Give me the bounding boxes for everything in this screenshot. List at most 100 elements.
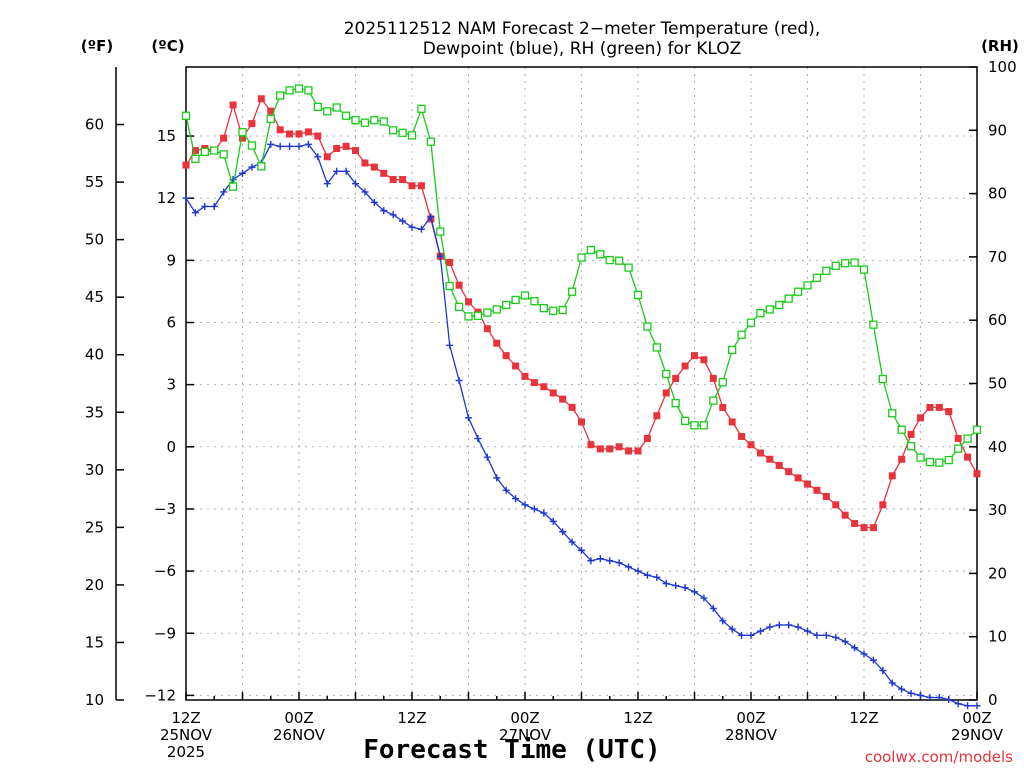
- rh-tick-label: 100: [988, 58, 1017, 76]
- temperature-point: [851, 519, 859, 527]
- dewpoint-point: [804, 627, 811, 635]
- dewpoint-point: [295, 142, 303, 150]
- rh-point: [323, 107, 332, 116]
- dewpoint-point: [352, 180, 359, 188]
- x-tick-label: 12Z: [397, 709, 426, 727]
- temperature-point: [267, 107, 275, 115]
- dewpoint-point: [333, 167, 341, 175]
- dewpoint-point: [446, 341, 454, 349]
- temperature-point: [578, 418, 585, 426]
- dewpoint-point: [399, 217, 407, 225]
- rh-point: [906, 442, 916, 451]
- celsius-tick-label: 3: [166, 376, 176, 394]
- dewpoint-point: [220, 188, 228, 196]
- temperature-point: [634, 447, 642, 455]
- rh-tick-label: 20: [988, 564, 1007, 582]
- tick-labels: 1015202530354045505560−12−9−6−3036912150…: [85, 58, 1017, 761]
- temperature-point: [361, 159, 369, 167]
- temperature-point: [907, 430, 915, 438]
- dewpoint-point: [465, 414, 472, 422]
- dewpoint-point: [653, 573, 661, 581]
- temperature-point: [417, 182, 425, 190]
- rh-point: [841, 259, 850, 268]
- fahrenheit-tick-label: 50: [85, 231, 104, 249]
- temperature-point: [973, 470, 981, 478]
- temperature-point: [653, 412, 661, 420]
- rh-point: [869, 320, 878, 329]
- rh-point: [765, 305, 774, 314]
- x-tick-label: 12Z: [849, 709, 878, 727]
- temperature-point: [502, 352, 510, 360]
- rh-point: [464, 312, 473, 321]
- rh-point: [822, 266, 831, 275]
- dewpoint-point: [521, 501, 529, 509]
- dewpoint-point: [964, 702, 972, 710]
- rh-point: [793, 287, 803, 296]
- rh-point: [963, 434, 972, 443]
- temperature-point: [408, 182, 416, 190]
- celsius-tick-label: 12: [157, 189, 176, 207]
- rh-point: [944, 455, 953, 465]
- rh-point: [954, 444, 963, 453]
- rh-point: [436, 227, 445, 236]
- fahrenheit-tick-label: 35: [85, 403, 104, 421]
- rh-point: [878, 374, 887, 384]
- temperature-point: [832, 501, 840, 509]
- rh-point: [549, 306, 558, 315]
- fahrenheit-tick-label: 45: [85, 288, 104, 306]
- dewpoint-point: [719, 617, 727, 625]
- x-tick-label: 12Z: [623, 709, 652, 727]
- dewpoint-point: [389, 211, 397, 219]
- rh-tick-label: 10: [988, 628, 1007, 646]
- rh-point: [181, 111, 191, 120]
- temperature-point: [888, 472, 896, 480]
- dewpoint-point: [973, 702, 981, 710]
- temperature-point: [333, 144, 341, 152]
- dewpoint-point: [427, 213, 435, 221]
- temperature-point: [813, 486, 821, 494]
- dewpoint-point: [380, 207, 388, 215]
- temperature-point: [512, 362, 520, 370]
- temperature-point: [530, 379, 538, 387]
- dewpoint-point: [455, 377, 463, 385]
- dewpoint-point: [681, 584, 689, 592]
- temperature-point: [596, 445, 604, 453]
- rh-point: [530, 297, 539, 306]
- x-tick-label: 00Z: [510, 709, 539, 727]
- rh-point: [294, 84, 304, 93]
- celsius-tick-label: −12: [144, 686, 176, 704]
- celsius-tick-label: −3: [154, 500, 176, 518]
- rh-point: [812, 273, 822, 282]
- dewpoint-point: [493, 474, 501, 482]
- rh-point: [643, 322, 652, 331]
- dewpoint-point: [756, 627, 764, 635]
- temperature-point: [314, 132, 322, 140]
- dewpoint-point: [813, 631, 821, 639]
- rh-point: [200, 147, 209, 156]
- temperature-point: [352, 147, 359, 155]
- rh-point: [567, 287, 577, 296]
- temperature-point: [455, 281, 463, 289]
- x-tick-label: 26NOV: [273, 726, 326, 744]
- dewpoint-point: [559, 528, 567, 536]
- rh-point: [784, 294, 793, 303]
- dewpoint-point: [248, 163, 256, 171]
- rh-point: [398, 128, 407, 137]
- rh-point: [539, 304, 548, 313]
- temperature-point: [257, 95, 265, 103]
- rh-tick-label: 30: [988, 501, 1007, 519]
- x-tick-label: 00Z: [284, 709, 313, 727]
- temperature-point: [220, 134, 228, 142]
- temperature-point: [709, 374, 717, 382]
- rh-point: [304, 86, 313, 95]
- dewpoint-point: [879, 667, 887, 675]
- rh-point: [831, 261, 840, 270]
- dewpoint-point: [945, 696, 953, 704]
- dewpoint-point: [568, 538, 576, 546]
- rh-point: [775, 300, 784, 310]
- rh-point: [577, 253, 586, 262]
- temperature-point: [841, 511, 849, 519]
- rh-tick-label: 50: [988, 375, 1007, 393]
- rh-point: [690, 421, 699, 430]
- dewpoint-point: [832, 633, 840, 641]
